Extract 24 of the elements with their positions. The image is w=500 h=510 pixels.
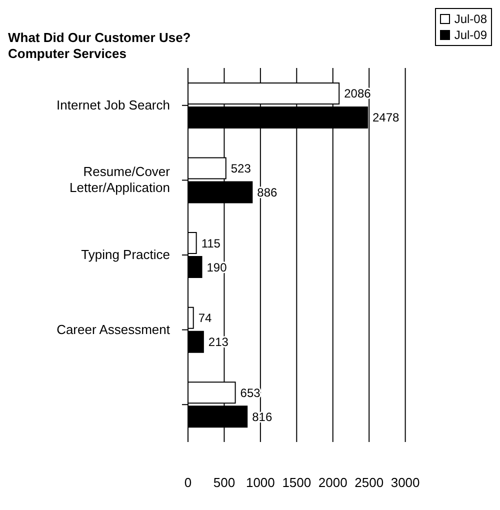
x-tick-label: 3000 bbox=[390, 475, 420, 490]
y-tick-label: Resume/Cover Letter/Application bbox=[70, 164, 171, 196]
y-tick-label: Career Assessment bbox=[56, 322, 170, 337]
data-label: 2478 bbox=[372, 110, 400, 125]
bar bbox=[188, 232, 197, 254]
chart-title: What Did Our Customer Use? bbox=[8, 30, 191, 46]
bar bbox=[188, 306, 194, 329]
x-tick-label: 1000 bbox=[246, 475, 275, 490]
x-tick-label: 2000 bbox=[318, 475, 348, 490]
data-label: 115 bbox=[201, 236, 221, 250]
legend-label: Jul-09 bbox=[454, 27, 487, 43]
x-tick-label: 0 bbox=[184, 475, 192, 490]
data-label: 523 bbox=[230, 162, 252, 176]
x-tick-label: 2500 bbox=[354, 475, 384, 490]
data-label: 653 bbox=[240, 386, 261, 400]
text: Computer Services bbox=[8, 46, 128, 62]
data-label: 74 bbox=[198, 311, 212, 326]
legend-label: Jul-08 bbox=[454, 11, 487, 27]
x-tick-label: 1500 bbox=[282, 475, 312, 490]
x-tick-label: 500 bbox=[213, 475, 236, 490]
y-tick-label: Internet Job Search bbox=[56, 97, 170, 112]
bar bbox=[188, 256, 202, 278]
bar bbox=[188, 330, 204, 353]
y-tick-label: Typing Practice bbox=[81, 247, 170, 262]
